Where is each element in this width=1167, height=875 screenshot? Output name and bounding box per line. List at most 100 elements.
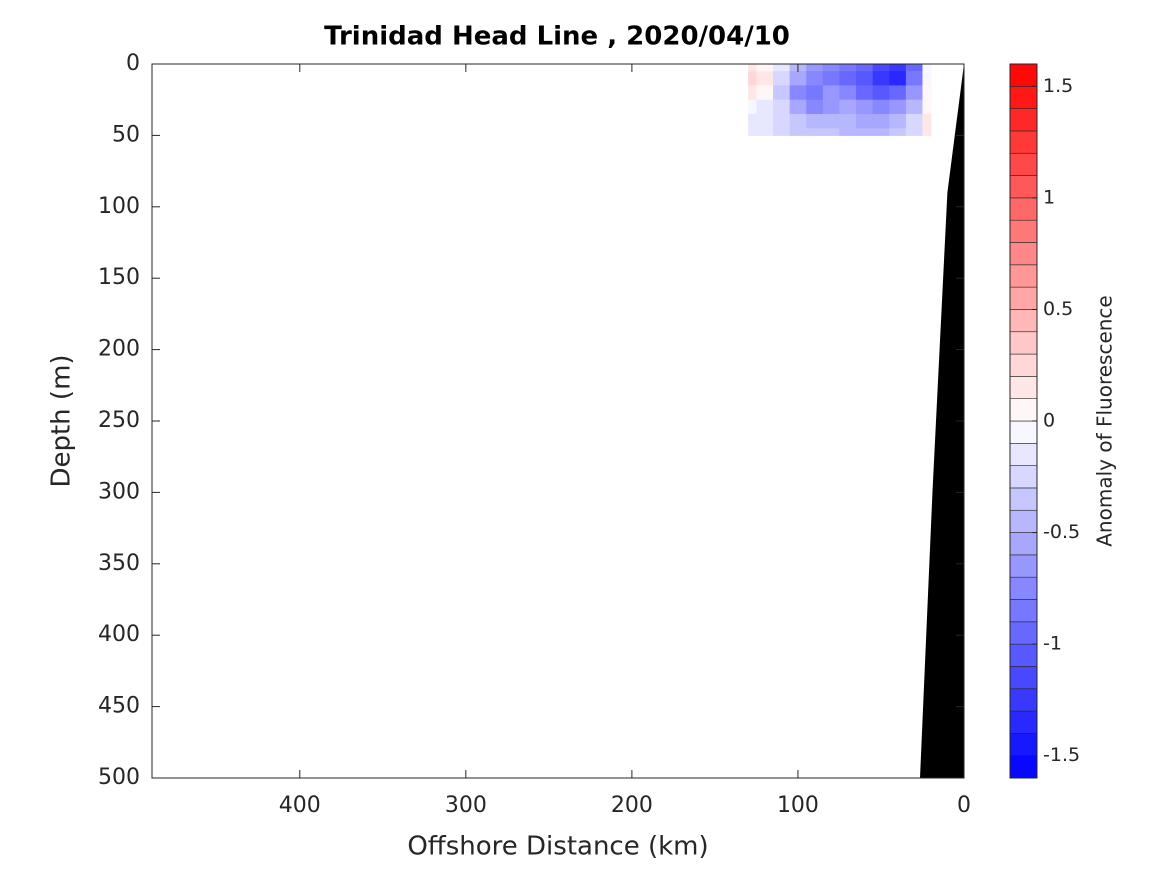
contour-cell bbox=[822, 113, 840, 129]
colorbar-band bbox=[1009, 264, 1038, 288]
colorbar-band bbox=[1009, 242, 1038, 266]
contour-cell bbox=[905, 64, 923, 72]
contour-cell bbox=[922, 85, 932, 101]
contour-cell bbox=[806, 85, 824, 101]
colorbar-band bbox=[1009, 710, 1038, 734]
colorbar-tick-label: -0.5 bbox=[1043, 521, 1080, 543]
contour-cell bbox=[748, 85, 757, 101]
contour-cell bbox=[856, 128, 874, 136]
contour-cell bbox=[822, 64, 840, 72]
contour-cell bbox=[748, 99, 757, 115]
y-tick-label: 50 bbox=[112, 122, 140, 147]
x-tick-label: 0 bbox=[957, 793, 971, 818]
colorbar-band bbox=[1009, 443, 1038, 466]
contour-cell bbox=[773, 128, 791, 136]
y-tick-label: 150 bbox=[98, 265, 140, 290]
colorbar-band bbox=[1009, 309, 1038, 333]
contour-cell bbox=[889, 71, 907, 86]
x-tick-label: 200 bbox=[611, 793, 653, 818]
contour-cell bbox=[822, 128, 840, 136]
contour-cell bbox=[872, 99, 890, 115]
contour-cell bbox=[748, 128, 757, 136]
contour-cell bbox=[773, 113, 791, 129]
contour-cell bbox=[889, 128, 907, 136]
contour-cell bbox=[756, 64, 774, 72]
contour-cell bbox=[748, 71, 757, 86]
contour-cell bbox=[822, 71, 840, 86]
contour-cell bbox=[922, 71, 932, 86]
contour-cell bbox=[922, 99, 932, 115]
colorbar-band bbox=[1009, 398, 1038, 422]
x-tick-label: 100 bbox=[777, 793, 819, 818]
contour-cell bbox=[756, 113, 774, 129]
y-tick-label: 0 bbox=[126, 51, 140, 76]
y-tick-label: 350 bbox=[98, 551, 140, 576]
contour-cell bbox=[856, 85, 874, 101]
contour-cell bbox=[789, 71, 807, 86]
contour-cell bbox=[856, 99, 874, 115]
colorbar-tick-label: 0 bbox=[1043, 410, 1055, 432]
contour-cell bbox=[856, 64, 874, 72]
colorbar-band bbox=[1009, 130, 1038, 154]
contour-cell bbox=[889, 64, 907, 72]
colorbar-band bbox=[1009, 152, 1038, 176]
contour-cell bbox=[839, 85, 857, 101]
plot-frame bbox=[151, 63, 965, 779]
contour-cell bbox=[806, 64, 824, 72]
colorbar-band bbox=[1009, 286, 1038, 310]
x-tick-label: 300 bbox=[445, 793, 487, 818]
contour-cell bbox=[889, 113, 907, 129]
colorbar-band bbox=[1009, 532, 1038, 556]
contour-cell bbox=[806, 113, 824, 129]
contour-cell bbox=[889, 99, 907, 115]
contour-cell bbox=[839, 64, 857, 72]
contour-cell bbox=[748, 113, 757, 129]
contour-cell bbox=[756, 99, 774, 115]
chart-title: Trinidad Head Line , 2020/04/10 bbox=[324, 22, 790, 52]
contour-cell bbox=[806, 99, 824, 115]
x-tick-label: 400 bbox=[279, 793, 321, 818]
colorbar-band bbox=[1009, 755, 1038, 779]
y-tick-label: 200 bbox=[98, 337, 140, 362]
contour-cell bbox=[905, 85, 923, 101]
y-tick-label: 250 bbox=[98, 408, 140, 433]
contour-cell bbox=[905, 71, 923, 86]
colorbar-tick-label: -1 bbox=[1043, 633, 1062, 655]
colorbar-band bbox=[1009, 666, 1038, 690]
contour-cell bbox=[872, 71, 890, 86]
colorbar-tick-label: 1 bbox=[1043, 186, 1055, 208]
contour-cell bbox=[756, 85, 774, 101]
colorbar-band bbox=[1009, 219, 1038, 243]
contour-cell bbox=[872, 64, 890, 72]
contour-cell bbox=[773, 71, 791, 86]
colorbar-band bbox=[1009, 599, 1038, 623]
contour-cell bbox=[789, 128, 807, 136]
colorbar-band bbox=[1009, 576, 1038, 600]
contour-cell bbox=[905, 128, 923, 136]
contour-cell bbox=[822, 99, 840, 115]
y-axis-label: Depth (m) bbox=[47, 354, 77, 487]
contour-cell bbox=[806, 128, 824, 136]
colorbar-band bbox=[1009, 487, 1038, 511]
colorbar-band bbox=[1009, 108, 1038, 132]
colorbar-band bbox=[1009, 733, 1038, 756]
contour-cell bbox=[856, 113, 874, 129]
x-axis-label: Offshore Distance (km) bbox=[407, 832, 708, 862]
y-tick-label: 100 bbox=[98, 194, 140, 219]
contour-cell bbox=[822, 85, 840, 101]
contour-cell bbox=[748, 64, 757, 72]
y-tick-label: 400 bbox=[98, 622, 140, 647]
colorbar-band bbox=[1009, 331, 1038, 355]
contour-cell bbox=[839, 99, 857, 115]
contour-cell bbox=[756, 128, 774, 136]
colorbar-band bbox=[1009, 643, 1038, 667]
contour-cell bbox=[872, 128, 890, 136]
colorbar-band bbox=[1009, 688, 1038, 712]
colorbar-tick-label: -1.5 bbox=[1043, 744, 1080, 766]
colorbar-band bbox=[1009, 353, 1038, 377]
y-tick-label: 450 bbox=[98, 694, 140, 719]
colorbar-band bbox=[1009, 376, 1038, 399]
contour-cell bbox=[839, 128, 857, 136]
contour-cell bbox=[789, 85, 807, 101]
